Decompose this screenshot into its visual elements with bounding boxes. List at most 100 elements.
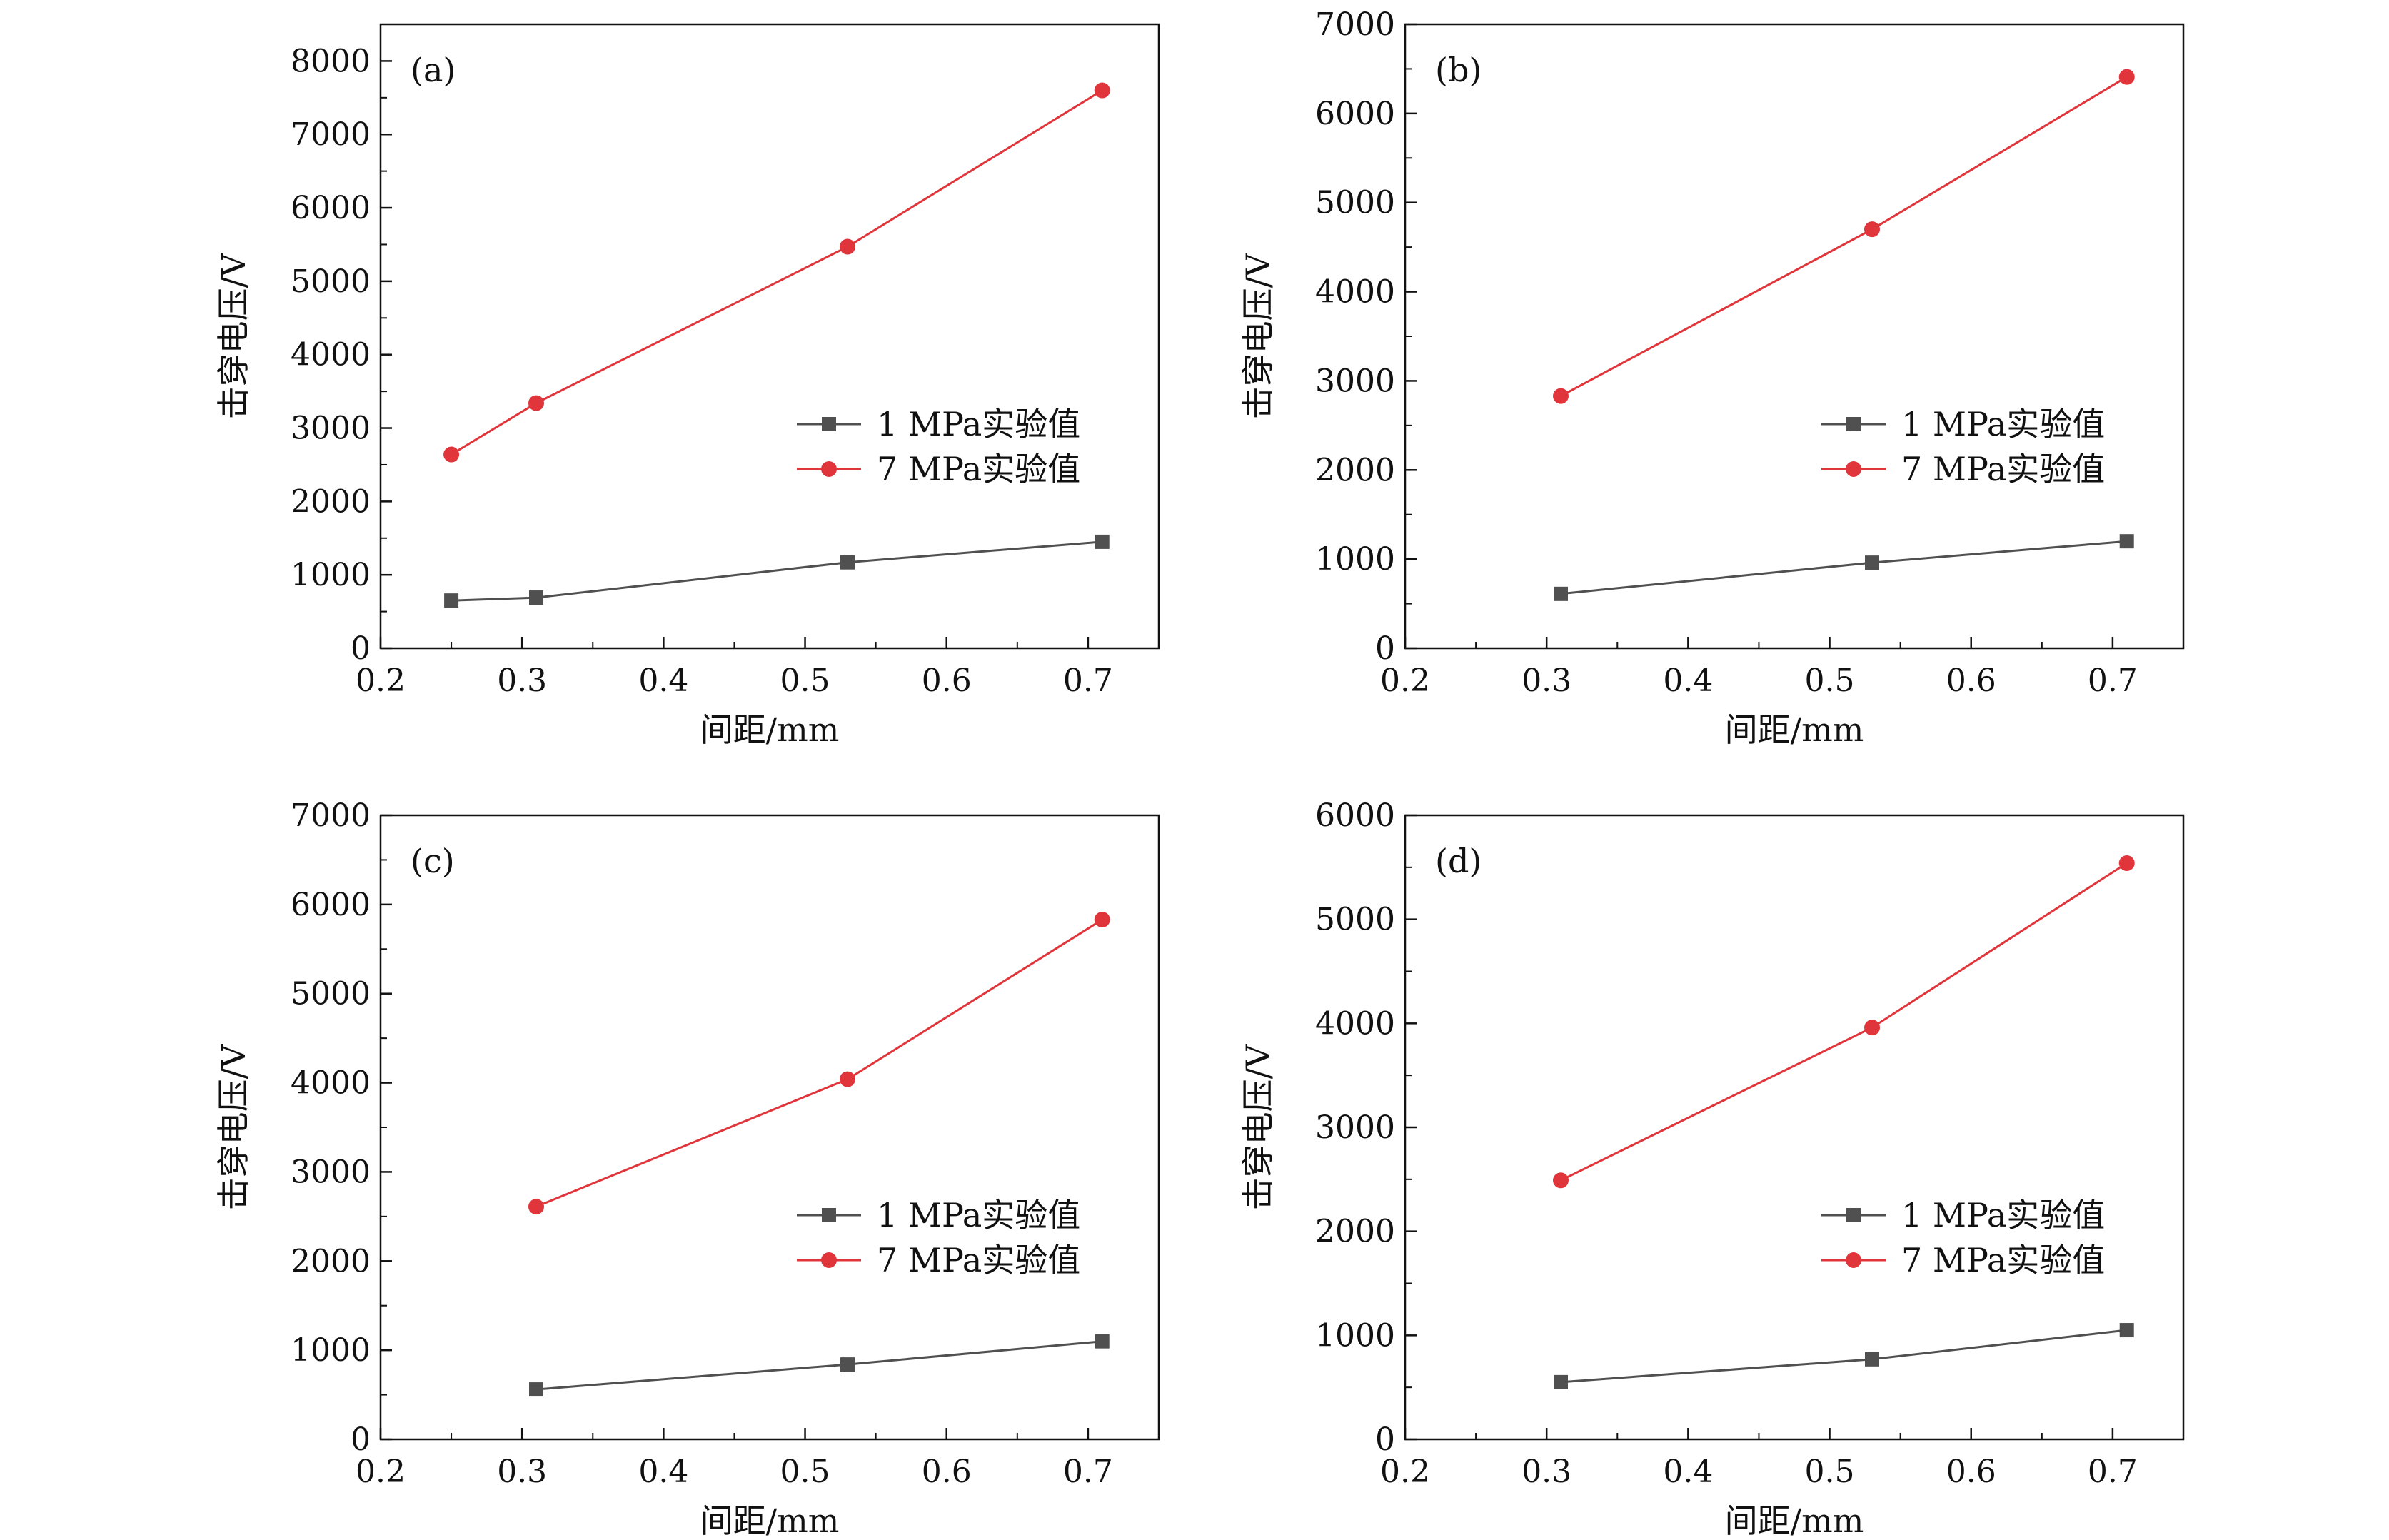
y-tick-label: 0 [1375, 1421, 1395, 1458]
y-tick-label: 0 [351, 630, 371, 667]
data-point-square [1095, 1334, 1110, 1349]
y-tick-label: 4000 [1315, 1005, 1395, 1042]
legend-marker-square [1846, 1208, 1861, 1222]
data-point-square [1095, 534, 1110, 549]
x-tick-label: 0.7 [1063, 663, 1113, 699]
data-point-square [2119, 1323, 2134, 1338]
x-tick-label: 0.6 [1946, 1454, 1996, 1490]
series-line-2 [451, 89, 1103, 456]
legend-label: 7 MPa实验值 [877, 450, 1080, 488]
x-tick-label: 0.3 [1522, 663, 1571, 699]
y-tick-label: 0 [351, 1421, 371, 1458]
x-tick-label: 0.3 [497, 1454, 547, 1490]
y-tick-label: 5000 [291, 263, 371, 300]
x-tick-label: 0.7 [2088, 1454, 2138, 1490]
y-tick-label: 5000 [291, 976, 371, 1012]
x-tick-label: 0.7 [2088, 663, 2138, 699]
x-tick-label: 0.5 [780, 663, 830, 699]
data-point-circle [1553, 1172, 1569, 1189]
panel-label: (d) [1435, 842, 1482, 880]
panel-label: (b) [1435, 51, 1482, 89]
data-point-square [1865, 1352, 1879, 1367]
data-point-circle [840, 238, 855, 255]
series-line-2 [1560, 76, 2128, 398]
chart-panel-b: 0.2 0.3 0.4 0.5 0.6 0.7 0 1000 2000 3000 4000 5000 6… [1239, 6, 2185, 749]
y-tick-label: 3000 [291, 1154, 371, 1190]
y-tick-label: 8000 [291, 43, 371, 79]
panel-label: (c) [411, 842, 455, 880]
series-line-2 [1560, 862, 2128, 1182]
data-point-circle [840, 1071, 855, 1087]
data-point-square [1554, 586, 1568, 601]
legend-marker-square [822, 417, 836, 431]
data-point-circle [528, 1199, 544, 1215]
x-tick-label: 0.2 [1380, 1454, 1430, 1490]
x-axis-label: 间距/mm [700, 710, 840, 749]
legend-marker-circle [821, 1252, 837, 1268]
legend-label: 1 MPa实验值 [1901, 1196, 2105, 1234]
data-point-circle [1864, 221, 1880, 238]
y-axis-label: 击穿电压/V [1239, 253, 1277, 419]
x-tick-label: 0.2 [356, 663, 406, 699]
x-tick-label: 0.3 [497, 663, 547, 699]
chart-panel-c: 0.2 0.3 0.4 0.5 0.6 0.7 0 1000 2000 3000 4000 5000 6… [214, 797, 1160, 1540]
y-tick-label: 1000 [1315, 541, 1395, 578]
y-tick-label: 1000 [291, 557, 371, 593]
y-tick-label: 7000 [291, 116, 371, 153]
y-tick-label: 1000 [1315, 1317, 1395, 1354]
y-tick-label: 2000 [1315, 452, 1395, 488]
legend: 1 MPa实验值 7 MPa实验值 [797, 405, 1080, 488]
data-point-circle [1553, 388, 1569, 404]
data-point-circle [1094, 82, 1110, 99]
legend-label: 1 MPa实验值 [877, 405, 1080, 443]
y-tick-label: 2000 [291, 1243, 371, 1279]
x-axis-label: 间距/mm [700, 1501, 840, 1540]
data-point-square [840, 555, 855, 570]
y-tick-label: 7000 [1315, 6, 1395, 43]
y-tick-label: 3000 [1315, 1109, 1395, 1146]
x-tick-label: 0.6 [922, 1454, 972, 1490]
series-line-1 [535, 1340, 1102, 1391]
y-tick-label: 3000 [291, 411, 371, 447]
x-axis-label: 间距/mm [1725, 710, 1864, 749]
y-tick-label: 5000 [1315, 185, 1395, 221]
y-tick-label: 7000 [291, 797, 371, 834]
data-point-square [1865, 555, 1879, 570]
x-tick-label: 0.4 [638, 663, 688, 699]
panel-label: (a) [411, 51, 456, 89]
data-point-square [1554, 1374, 1568, 1389]
data-point-square [529, 590, 543, 605]
legend-marker-circle [1846, 461, 1861, 477]
x-tick-label: 0.2 [356, 1454, 406, 1490]
legend-marker-square [1846, 417, 1861, 431]
y-tick-label: 6000 [1315, 96, 1395, 132]
y-tick-label: 4000 [1315, 274, 1395, 311]
legend: 1 MPa实验值 7 MPa实验值 [1821, 1196, 2105, 1279]
legend-label: 1 MPa实验值 [877, 1196, 1080, 1234]
y-axis-label: 击穿电压/V [214, 1044, 253, 1210]
y-tick-label: 0 [1375, 630, 1395, 667]
data-point-square [2119, 534, 2134, 549]
data-point-square [444, 593, 459, 608]
y-tick-label: 5000 [1315, 902, 1395, 938]
legend-marker-circle [1846, 1252, 1861, 1268]
data-point-circle [528, 395, 544, 411]
plot-frame [1404, 814, 2185, 1441]
legend-label: 7 MPa实验值 [1901, 450, 2105, 488]
x-tick-label: 0.5 [780, 1454, 830, 1490]
legend: 1 MPa实验值 7 MPa实验值 [1821, 405, 2105, 488]
x-tick-label: 0.6 [922, 663, 972, 699]
x-tick-label: 0.6 [1946, 663, 1996, 699]
y-tick-label: 6000 [291, 887, 371, 923]
legend-marker-square [822, 1208, 836, 1222]
y-tick-label: 6000 [291, 190, 371, 226]
y-axis-label: 击穿电压/V [1239, 1044, 1277, 1210]
x-tick-label: 0.4 [1663, 663, 1713, 699]
data-point-square [840, 1357, 855, 1372]
legend-label: 1 MPa实验值 [1901, 405, 2105, 443]
y-tick-label: 2000 [1315, 1214, 1395, 1250]
chart-panel-d: 0.2 0.3 0.4 0.5 0.6 0.7 0 1000 2000 3000 4000 5000 6… [1239, 797, 2185, 1540]
data-point-square [529, 1382, 543, 1397]
y-tick-label: 3000 [1315, 363, 1395, 399]
